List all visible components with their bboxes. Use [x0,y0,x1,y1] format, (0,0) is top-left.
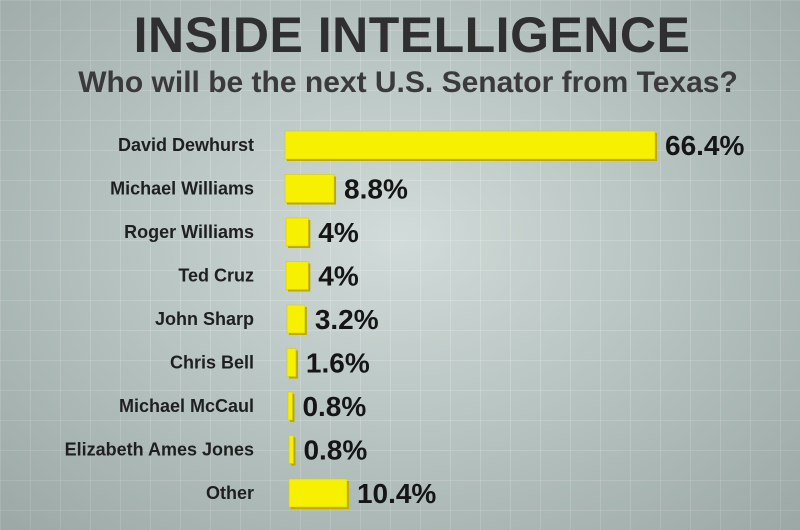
bar [284,130,656,160]
value-label: 3.2% [315,304,379,335]
bar [284,174,335,203]
bar [288,435,294,464]
value-label: 66.4% [665,130,744,161]
category-label: Michael Williams [110,179,254,199]
category-label: David Dewhurst [118,135,254,155]
value-label: 0.8% [303,435,367,466]
bar [285,261,309,290]
bars-group: David Dewhurst 66.4% Michael Williams 8.8% R… [65,130,744,509]
value-label: 10.4% [357,478,436,509]
category-label: Ted Cruz [178,266,254,286]
chart-subtitle: Who will be the next U.S. Senator from T… [78,66,738,99]
category-label: Roger Williams [124,222,254,242]
category-label: Chris Bell [170,353,254,373]
bar [287,391,293,421]
value-label: 4% [318,217,359,248]
value-label: 8.8% [344,174,408,205]
category-label: John Sharp [155,309,254,329]
bar [286,348,297,377]
category-label: Elizabeth Ames Jones [65,440,254,460]
category-label: Michael McCaul [119,396,254,416]
bar [288,478,348,508]
value-label: 4% [318,261,359,292]
bar [286,304,306,334]
value-label: 0.8% [302,391,366,422]
category-label: Other [206,483,254,503]
value-label: 1.6% [306,348,370,379]
chart-title: INSIDE INTELLIGENCE [134,7,691,63]
bar [285,217,309,247]
